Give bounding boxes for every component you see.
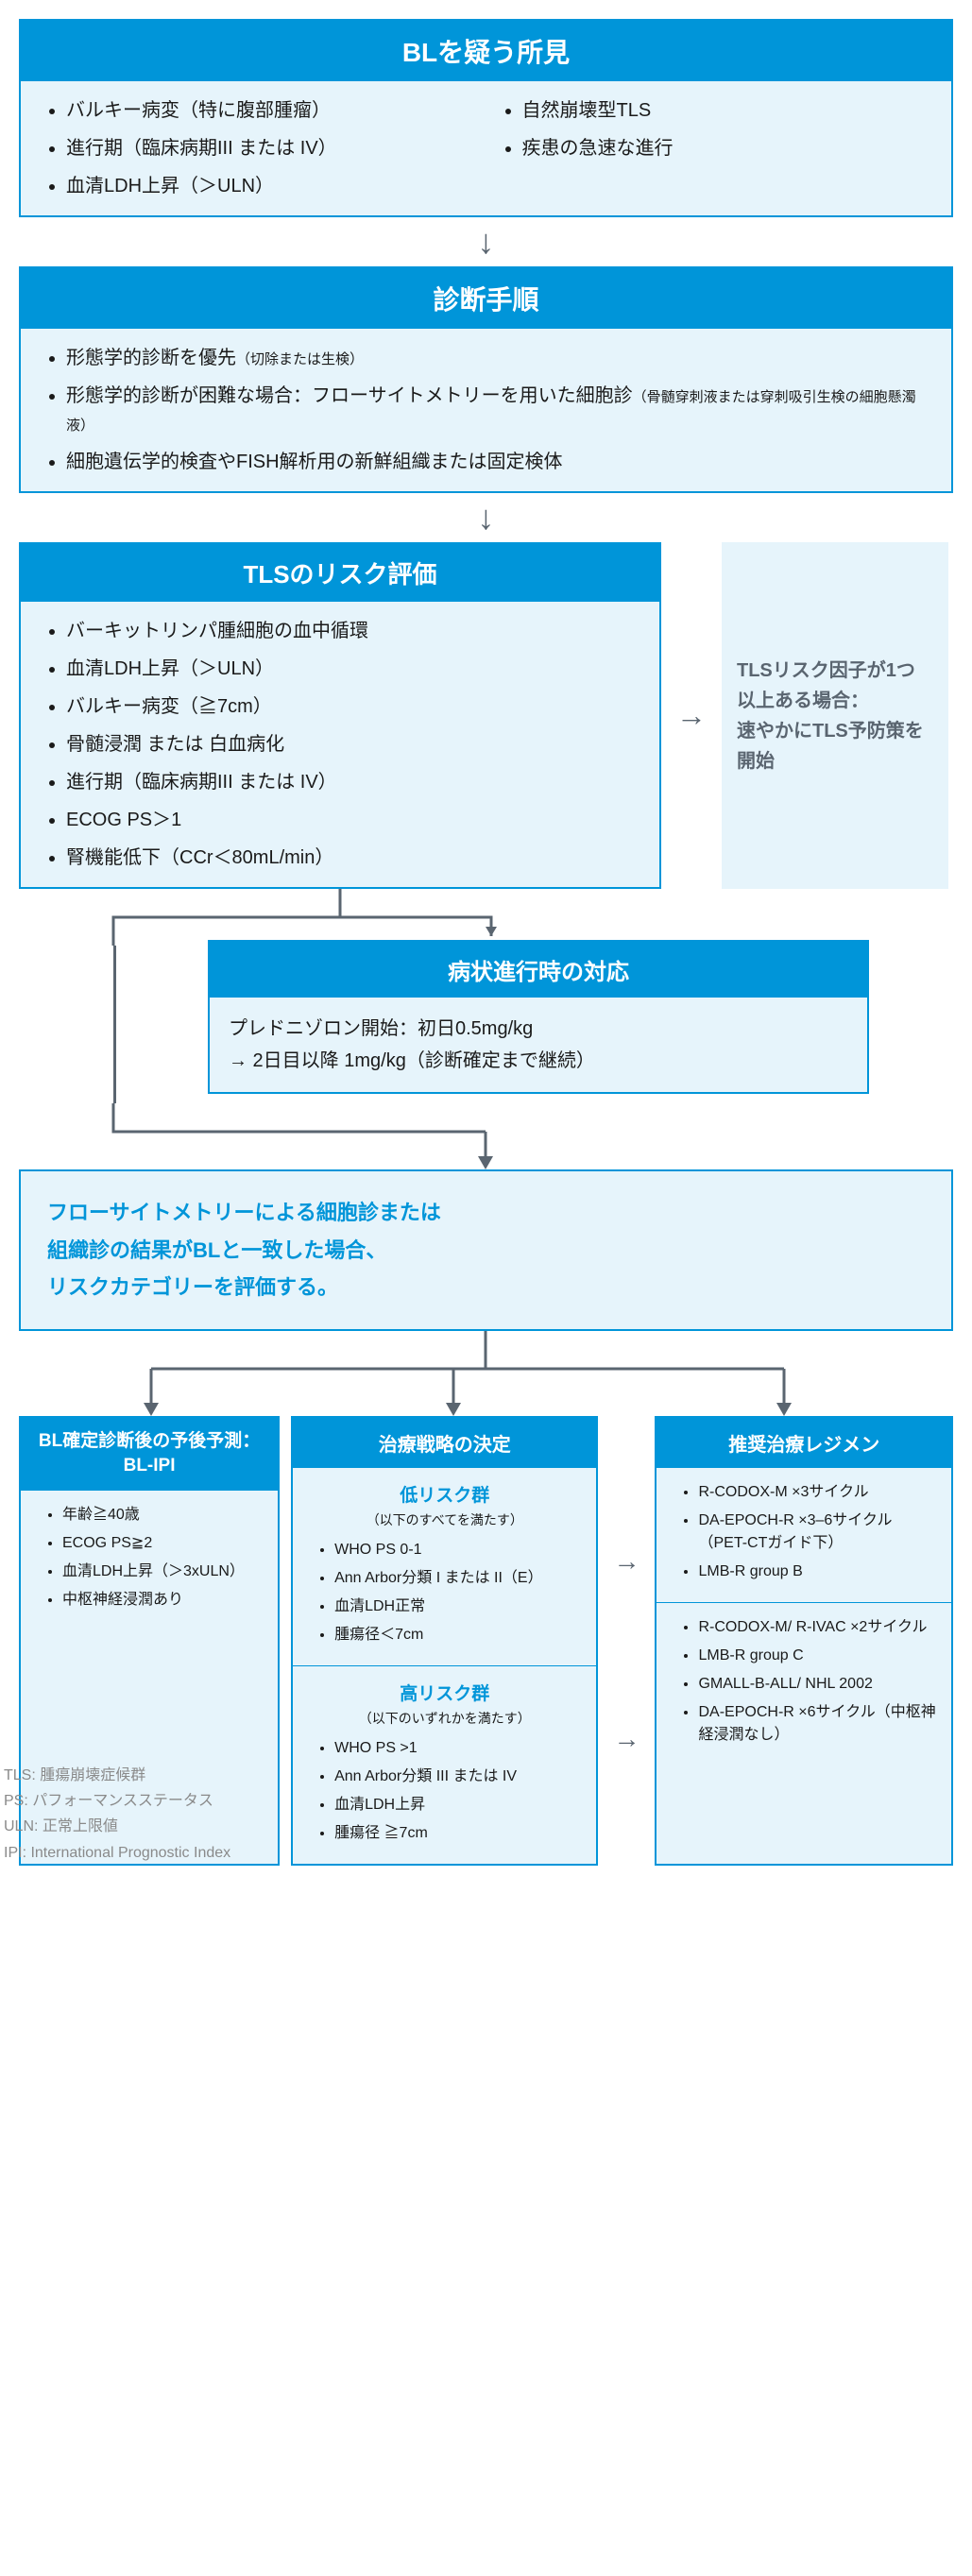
- box1-left-list: バルキー病変（特に腹部腫瘤） 進行期（臨床病期III または IV） 血清LDH…: [40, 96, 477, 200]
- list-item: LMB-R group C: [698, 1645, 936, 1667]
- list-item: 形態学的診断を優先（切除または生検）: [66, 344, 932, 372]
- arrow-down-icon: ↓: [19, 217, 953, 266]
- arrow-down-icon: ↓: [19, 493, 953, 542]
- list-item: 腫瘍径 ≧7cm: [334, 1822, 581, 1845]
- list-item: 細胞遺伝学的検査やFISH解析用の新鮮組織または固定検体: [66, 448, 932, 476]
- list-item: 血清LDH上昇（＞ULN）: [66, 655, 640, 683]
- box1-header: BLを疑う所見: [21, 21, 951, 81]
- merge-connector: [19, 1103, 953, 1169]
- connector-svg: [19, 1103, 953, 1169]
- list-item: 自然崩壊型TLS: [522, 96, 933, 125]
- list-item: バーキットリンパ腫細胞の血中循環: [66, 617, 640, 645]
- box-tls-risk: TLSのリスク評価 バーキットリンパ腫細胞の血中循環 血清LDH上昇（＞ULN）…: [19, 542, 661, 889]
- list-item: 血清LDH正常: [334, 1595, 581, 1618]
- col3-low: R-CODOX-M ×3サイクル DA-EPOCH-R ×3–6サイクル（PET…: [657, 1468, 951, 1602]
- arrow-right-icon: →: [609, 1546, 643, 1577]
- box2-body: 形態学的診断を優先（切除または生検） 形態学的診断が困難な場合：フローサイトメト…: [21, 329, 951, 491]
- list-item: DA-EPOCH-R ×3–6サイクル（PET-CTガイド下）: [698, 1510, 936, 1555]
- tls-side-note: TLSリスク因子が1つ以上ある場合： 速やかにTLS予防策を開始: [722, 542, 948, 889]
- low-risk-list: WHO PS 0-1 Ann Arbor分類 I または II（E） 血清LDH…: [308, 1539, 581, 1646]
- regimen-low-list: R-CODOX-M ×3サイクル DA-EPOCH-R ×3–6サイクル（PET…: [672, 1481, 936, 1583]
- col1-list: 年齢≧40歳 ECOG PS≧2 血清LDH上昇（＞3xULN） 中枢神経浸潤あ…: [36, 1504, 263, 1612]
- box1-body: バルキー病変（特に腹部腫瘤） 進行期（臨床病期III または IV） 血清LDH…: [21, 81, 951, 215]
- footnote: IPI: International Prognostic Index: [4, 1840, 259, 1866]
- box-diagnosis: 診断手順 形態学的診断を優先（切除または生検） 形態学的診断が困難な場合：フロー…: [19, 266, 953, 493]
- col3-high: R-CODOX-M/ R-IVAC ×2サイクル LMB-R group C G…: [657, 1603, 951, 1766]
- arrows-col: → →: [609, 1416, 643, 1866]
- connector-svg: [19, 1331, 953, 1416]
- list-item: 腎機能低下（CCr＜80mL/min）: [66, 844, 640, 872]
- list-item: 血清LDH上昇（＞ULN）: [66, 172, 477, 200]
- vertical-line: [113, 946, 116, 1103]
- low-risk-label: 低リスク群: [308, 1481, 581, 1507]
- col1-header: BL確定診断後の予後予測：BL-IPI: [21, 1418, 278, 1491]
- regimen-high-list: R-CODOX-M/ R-IVAC ×2サイクル LMB-R group C G…: [672, 1616, 936, 1747]
- box4-header: 病状進行時の対応: [210, 942, 867, 998]
- list-item: Ann Arbor分類 I または II（E）: [334, 1567, 581, 1590]
- box4-body: プレドニゾロン開始：初日0.5mg/kg → 2日目以降 1mg/kg（診断確定…: [210, 998, 867, 1092]
- col1-body: 年齢≧40歳 ECOG PS≧2 血清LDH上昇（＞3xULN） 中枢神経浸潤あ…: [21, 1491, 278, 1630]
- highlight-box: フローサイトメトリーによる細胞診または 組織診の結果がBLと一致した場合、 リス…: [19, 1169, 953, 1331]
- low-risk-sub: （以下のすべてを満たす）: [308, 1510, 581, 1529]
- list-item: ECOG PS≧2: [62, 1532, 263, 1555]
- list-item: WHO PS >1: [334, 1737, 581, 1760]
- list-item: GMALL-B-ALL/ NHL 2002: [698, 1673, 936, 1696]
- list-item: 年齢≧40歳: [62, 1504, 263, 1527]
- list-item: 進行期（臨床病期III または IV）: [66, 768, 640, 796]
- list-item: DA-EPOCH-R ×6サイクル（中枢神経浸潤なし）: [698, 1701, 936, 1747]
- box3-list: バーキットリンパ腫細胞の血中循環 血清LDH上昇（＞ULN） バルキー病変（≧7…: [40, 617, 640, 872]
- arrow-right-icon: →: [609, 1724, 643, 1754]
- box2-header: 診断手順: [21, 268, 951, 329]
- list-item: R-CODOX-M/ R-IVAC ×2サイクル: [698, 1616, 936, 1639]
- list-item: 進行期（臨床病期III または IV）: [66, 134, 477, 162]
- list-item: 腫瘍径＜7cm: [334, 1624, 581, 1646]
- list-item: R-CODOX-M ×3サイクル: [698, 1481, 936, 1504]
- box3-header: TLSのリスク評価: [21, 544, 659, 602]
- footnote: ULN: 正常上限値: [4, 1814, 259, 1839]
- list-item: 血清LDH上昇（＞3xULN）: [62, 1561, 263, 1583]
- list-item: LMB-R group B: [698, 1561, 936, 1583]
- col2-header: 治療戦略の決定: [293, 1418, 596, 1468]
- list-item: バルキー病変（特に腹部腫瘤）: [66, 96, 477, 125]
- high-risk-list: WHO PS >1 Ann Arbor分類 III または IV 血清LDH上昇…: [308, 1737, 581, 1845]
- col3-header: 推奨治療レジメン: [657, 1418, 951, 1468]
- list-item: バルキー病変（≧7cm）: [66, 692, 640, 721]
- list-item: 骨髄浸潤 または 白血病化: [66, 730, 640, 759]
- footnote: PS: パフォーマンスステータス: [4, 1788, 259, 1814]
- list-item: 形態学的診断が困難な場合：フローサイトメトリーを用いた細胞診（骨髄穿刺液または穿…: [66, 382, 932, 438]
- footnote: TLS: 腫瘍崩壊症候群: [4, 1763, 259, 1788]
- high-risk-label: 高リスク群: [308, 1680, 581, 1705]
- list-item: WHO PS 0-1: [334, 1539, 581, 1561]
- tls-row: TLSのリスク評価 バーキットリンパ腫細胞の血中循環 血清LDH上昇（＞ULN）…: [19, 542, 953, 889]
- progression-stack: 病状進行時の対応 プレドニゾロン開始：初日0.5mg/kg → 2日目以降 1m…: [19, 889, 953, 1103]
- col-regimen: 推奨治療レジメン R-CODOX-M ×3サイクル DA-EPOCH-R ×3–…: [655, 1416, 953, 1866]
- arrow-right-icon: →: [673, 542, 710, 889]
- col2-low: 低リスク群 （以下のすべてを満たす） WHO PS 0-1 Ann Arbor分…: [293, 1468, 596, 1665]
- col-strategy: 治療戦略の決定 低リスク群 （以下のすべてを満たす） WHO PS 0-1 An…: [291, 1416, 598, 1866]
- list-item: Ann Arbor分類 III または IV: [334, 1766, 581, 1788]
- connector-svg: [19, 889, 953, 946]
- box-progression: 病状進行時の対応 プレドニゾロン開始：初日0.5mg/kg → 2日目以降 1m…: [208, 940, 869, 1094]
- box3-body: バーキットリンパ腫細胞の血中循環 血清LDH上昇（＞ULN） バルキー病変（≧7…: [21, 602, 659, 887]
- list-item: 血清LDH上昇: [334, 1794, 581, 1817]
- box2-list: 形態学的診断を優先（切除または生検） 形態学的診断が困難な場合：フローサイトメト…: [40, 344, 932, 476]
- list-item: 中枢神経浸潤あり: [62, 1589, 263, 1612]
- flowchart-container: BLを疑う所見 バルキー病変（特に腹部腫瘤） 進行期（臨床病期III または I…: [19, 19, 953, 1866]
- box1-right-list: 自然崩壊型TLS 疾患の急速な進行: [496, 96, 933, 200]
- high-risk-sub: （以下のいずれかを満たす）: [308, 1709, 581, 1728]
- footnotes: TLS: 腫瘍崩壊症候群 PS: パフォーマンスステータス ULN: 正常上限値…: [4, 1763, 259, 1866]
- list-item: 疾患の急速な進行: [522, 134, 933, 162]
- bottom-row: BL確定診断後の予後予測：BL-IPI 年齢≧40歳 ECOG PS≧2 血清L…: [19, 1416, 953, 1866]
- box-bl-findings: BLを疑う所見 バルキー病変（特に腹部腫瘤） 進行期（臨床病期III または I…: [19, 19, 953, 217]
- branch-connector: [19, 1331, 953, 1416]
- list-item: ECOG PS＞1: [66, 806, 640, 834]
- col2-high: 高リスク群 （以下のいずれかを満たす） WHO PS >1 Ann Arbor分…: [293, 1666, 596, 1864]
